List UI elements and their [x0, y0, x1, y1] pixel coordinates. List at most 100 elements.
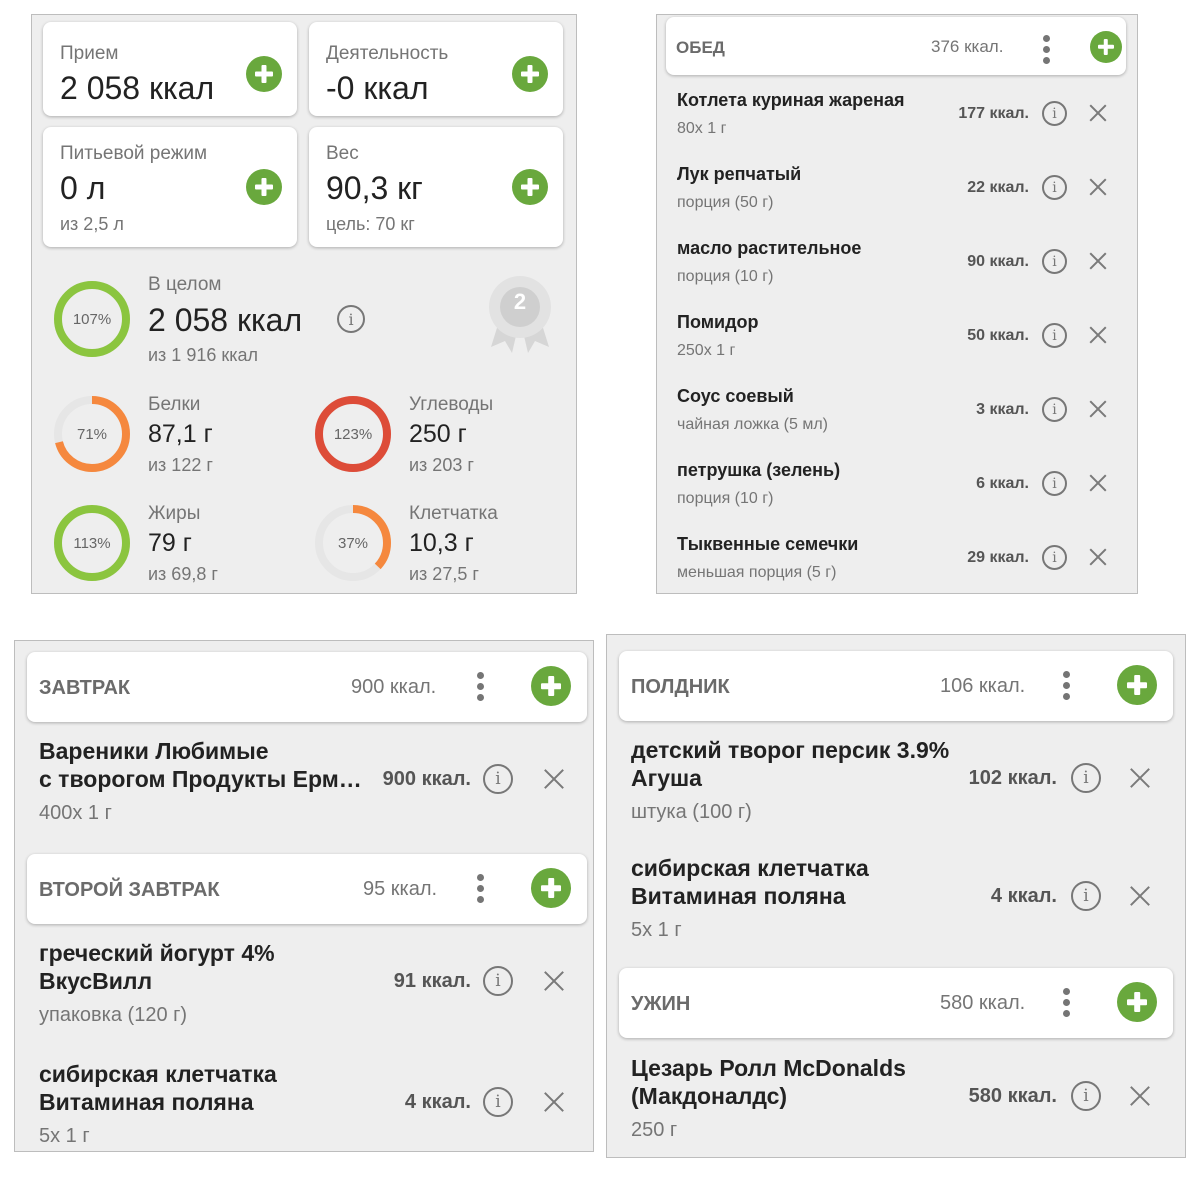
- delete-icon[interactable]: [541, 766, 567, 792]
- info-icon[interactable]: i: [483, 764, 513, 794]
- food-kcal: 22 ккал.: [967, 179, 1029, 196]
- food-name-line2: ВкусВилл: [39, 968, 153, 994]
- food-row[interactable]: петрушка (зелень) порция (10 г) 6 ккал. i: [657, 455, 1137, 529]
- delete-icon[interactable]: [1127, 765, 1153, 791]
- breakfast-menu-icon[interactable]: [477, 672, 485, 705]
- info-icon[interactable]: i: [1042, 397, 1067, 422]
- breakfast-kcal: 900 ккал.: [351, 676, 437, 698]
- food-row[interactable]: детский творог персик 3.9% Агуша штука (10…: [607, 737, 1185, 852]
- food-row[interactable]: Соус соевый чайная ложка (5 мл) 3 ккал. i: [657, 381, 1137, 455]
- lunch-kcal: 376 ккал.: [931, 37, 1004, 56]
- food-kcal: 90 ккал.: [967, 253, 1029, 270]
- delete-icon[interactable]: [1087, 324, 1109, 346]
- total-goal: из 1 916 ккал: [148, 345, 259, 365]
- add-snack-button[interactable]: [1117, 665, 1157, 705]
- info-icon[interactable]: i: [1042, 101, 1067, 126]
- total-ring-svg: [54, 281, 130, 357]
- food-row[interactable]: масло растительное порция (10 г) 90 ккал. i: [657, 233, 1137, 307]
- add-lunch-button[interactable]: [1090, 31, 1122, 63]
- activity-card[interactable]: Деятельность -0 ккал: [309, 22, 563, 116]
- delete-icon[interactable]: [1087, 250, 1109, 272]
- macro-label: Жиры: [148, 503, 201, 524]
- second-breakfast-menu-icon[interactable]: [477, 874, 485, 907]
- food-portion: 5x 1 г: [39, 1125, 90, 1147]
- snack-menu-icon[interactable]: [1063, 671, 1071, 704]
- weight-goal: цель: 70 кг: [326, 214, 415, 234]
- food-row[interactable]: Цезарь Ролл McDonalds (Макдоналдс) 250 г 58…: [607, 1055, 1185, 1157]
- award-badge-icon[interactable]: 2: [487, 275, 553, 355]
- add-activity-button[interactable]: [512, 56, 548, 92]
- macro-value: 10,3 г: [409, 529, 474, 557]
- dinner-menu-icon[interactable]: [1063, 988, 1071, 1021]
- lunch-header: ОБЕД 376 ккал.: [666, 17, 1126, 75]
- add-water-button[interactable]: [246, 169, 282, 205]
- delete-icon[interactable]: [1087, 176, 1109, 198]
- food-row[interactable]: греческий йогурт 4% ВкусВилл упаковка (120…: [15, 940, 593, 1055]
- food-row[interactable]: Тыквенные семечки меньшая порция (5 г) 29 …: [657, 529, 1137, 593]
- water-value: 0 л: [60, 170, 106, 206]
- add-dinner-button[interactable]: [1117, 982, 1157, 1022]
- food-row[interactable]: сибирская клетчатка Витаминая поляна 5x 1 …: [15, 1061, 593, 1151]
- info-icon[interactable]: i: [1042, 545, 1067, 570]
- food-name-line2: (Макдоналдс): [631, 1083, 788, 1109]
- delete-icon[interactable]: [1087, 546, 1109, 568]
- food-portion: 250 г: [631, 1119, 678, 1141]
- macro-percent: 37%: [337, 534, 369, 552]
- activity-label: Деятельность: [326, 43, 449, 64]
- second-breakfast-kcal: 95 ккал.: [363, 878, 438, 900]
- delete-icon[interactable]: [541, 968, 567, 994]
- total-info-icon[interactable]: i: [337, 305, 365, 333]
- food-row[interactable]: Котлета куриная жареная 80x 1 г 177 ккал. i: [657, 85, 1137, 159]
- badge-number: 2: [513, 289, 527, 314]
- info-icon[interactable]: i: [483, 966, 513, 996]
- food-name-line1: детский творог персик 3.9%: [631, 737, 950, 763]
- info-icon[interactable]: i: [1042, 471, 1067, 496]
- lunch-menu-icon[interactable]: [1043, 35, 1051, 68]
- water-card[interactable]: Питьевой режим 0 л из 2,5 л: [43, 127, 297, 247]
- info-icon[interactable]: i: [1042, 175, 1067, 200]
- food-portion: порция (10 г): [677, 490, 774, 507]
- food-kcal: 580 ккал.: [968, 1085, 1057, 1107]
- water-label: Питьевой режим: [60, 143, 208, 164]
- food-name: Тыквенные семечки: [677, 534, 859, 554]
- food-row[interactable]: сибирская клетчатка Витаминая поляна 5x 1 …: [607, 855, 1185, 970]
- delete-icon[interactable]: [1087, 398, 1109, 420]
- snack-title: ПОЛДНИК: [631, 676, 730, 698]
- macro-goal: из 122 г: [148, 455, 213, 475]
- delete-icon[interactable]: [1087, 102, 1109, 124]
- info-icon[interactable]: i: [483, 1087, 513, 1117]
- macro-percent: 113%: [73, 534, 111, 552]
- food-name: Котлета куриная жареная: [677, 90, 905, 110]
- info-icon[interactable]: i: [1042, 249, 1067, 274]
- food-name: Помидор: [677, 312, 759, 332]
- info-icon[interactable]: i: [1042, 323, 1067, 348]
- lunch-panel: ОБЕД 376 ккал. Котлета куриная жареная 80…: [656, 14, 1138, 594]
- food-row[interactable]: Лук репчатый порция (50 г) 22 ккал. i: [657, 159, 1137, 233]
- add-weight-button[interactable]: [512, 169, 548, 205]
- food-kcal: 4 ккал.: [990, 885, 1057, 907]
- delete-icon[interactable]: [1127, 883, 1153, 909]
- info-icon[interactable]: i: [1071, 881, 1101, 911]
- macro-value: 87,1 г: [148, 420, 213, 448]
- delete-icon[interactable]: [1087, 472, 1109, 494]
- second-breakfast-title: ВТОРОЙ ЗАВТРАК: [39, 879, 220, 901]
- food-name-line1: сибирская клетчатка: [631, 855, 869, 881]
- macro-label: Углеводы: [409, 394, 494, 415]
- food-kcal: 177 ккал.: [958, 105, 1029, 122]
- snack-kcal: 106 ккал.: [940, 675, 1026, 697]
- delete-icon[interactable]: [541, 1089, 567, 1115]
- info-icon[interactable]: i: [1071, 763, 1101, 793]
- intake-card[interactable]: Прием 2 058 ккал: [43, 22, 297, 116]
- macro-goal: из 27,5 г: [409, 564, 479, 584]
- add-intake-button[interactable]: [246, 56, 282, 92]
- delete-icon[interactable]: [1127, 1083, 1153, 1109]
- add-second-breakfast-button[interactable]: [531, 868, 571, 908]
- info-icon[interactable]: i: [1071, 1081, 1101, 1111]
- add-breakfast-button[interactable]: [531, 666, 571, 706]
- weight-card[interactable]: Вес 90,3 кг цель: 70 кг: [309, 127, 563, 247]
- food-row[interactable]: Вареники Любимые с творогом Продукты Ерм……: [15, 738, 593, 853]
- food-row[interactable]: Помидор 250x 1 г 50 ккал. i: [657, 307, 1137, 381]
- food-name-line1: Вареники Любимые: [39, 738, 269, 764]
- dinner-title: УЖИН: [631, 993, 691, 1015]
- food-portion: порция (10 г): [677, 268, 774, 285]
